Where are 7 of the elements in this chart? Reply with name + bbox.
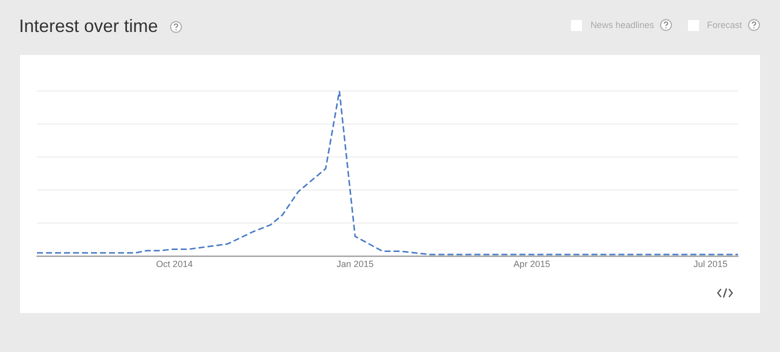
x-tick-label: Apr 2015 bbox=[514, 259, 550, 270]
x-tick-label: Oct 2014 bbox=[156, 259, 193, 270]
text: Forecast bbox=[706, 20, 742, 30]
x-tick-label: Jul 2015 bbox=[693, 259, 728, 270]
text: News headlines bbox=[590, 20, 654, 30]
chart-title: Interest over time bbox=[19, 16, 158, 37]
x-tick-label: Jan 2015 bbox=[336, 259, 374, 270]
